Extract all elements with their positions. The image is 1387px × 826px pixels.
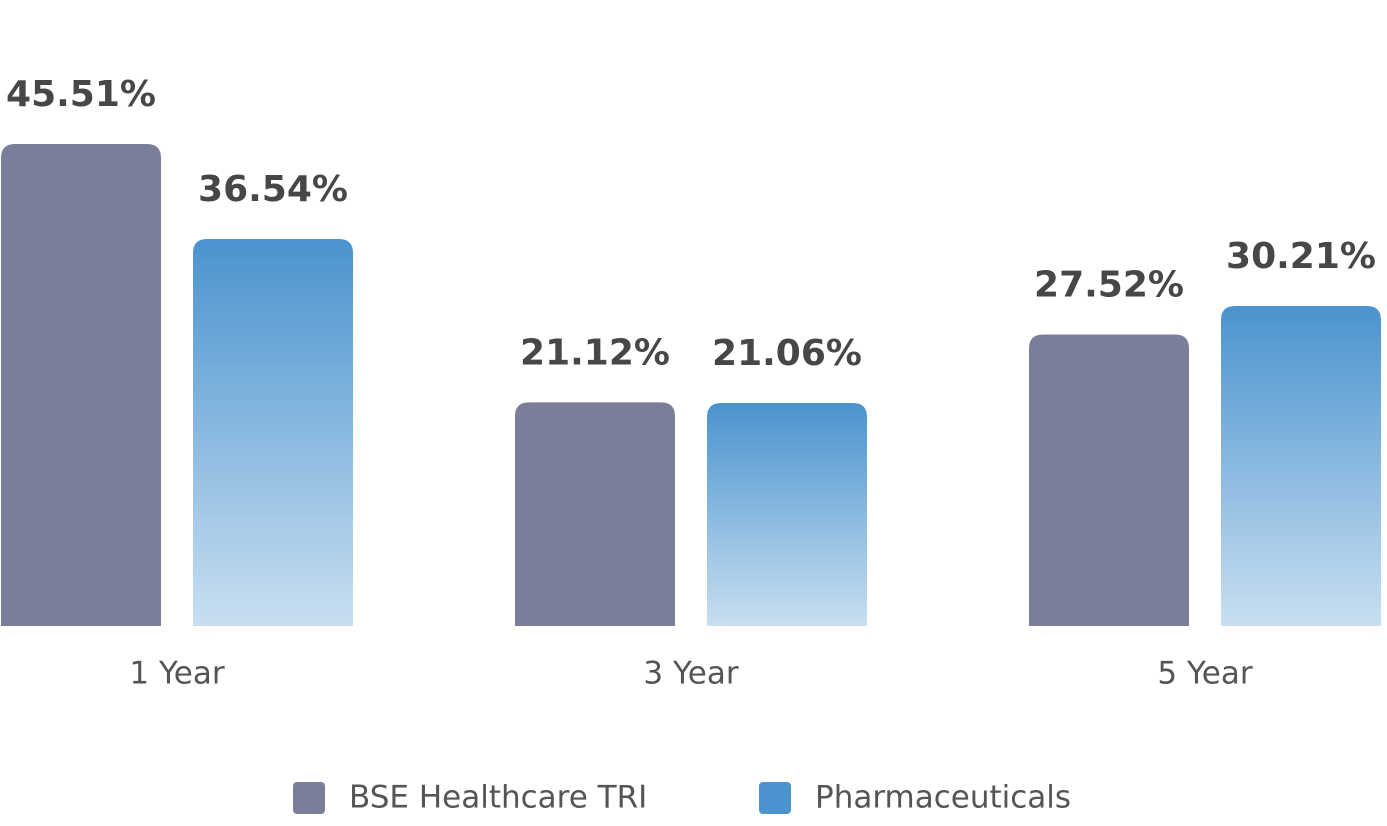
- legend-swatch: [759, 782, 791, 814]
- value-label: 45.51%: [6, 74, 156, 115]
- bar: [1029, 334, 1189, 626]
- value-label: 21.12%: [520, 332, 670, 373]
- value-label: 30.21%: [1226, 236, 1376, 277]
- value-label: 36.54%: [198, 169, 348, 210]
- value-label: 27.52%: [1034, 265, 1184, 306]
- x-tick-label: 3 Year: [643, 656, 738, 692]
- x-tick-label: 5 Year: [1157, 656, 1252, 692]
- legend-label: Pharmaceuticals: [815, 780, 1071, 816]
- x-tick-label: 1 Year: [129, 656, 224, 692]
- bar: [193, 239, 353, 626]
- value-label: 21.06%: [712, 333, 862, 374]
- bar: [707, 402, 867, 626]
- bar: [1221, 306, 1381, 626]
- legend-swatch: [293, 782, 325, 814]
- bar: [1, 144, 161, 626]
- bar: [515, 402, 675, 626]
- legend-label: BSE Healthcare TRI: [349, 780, 647, 816]
